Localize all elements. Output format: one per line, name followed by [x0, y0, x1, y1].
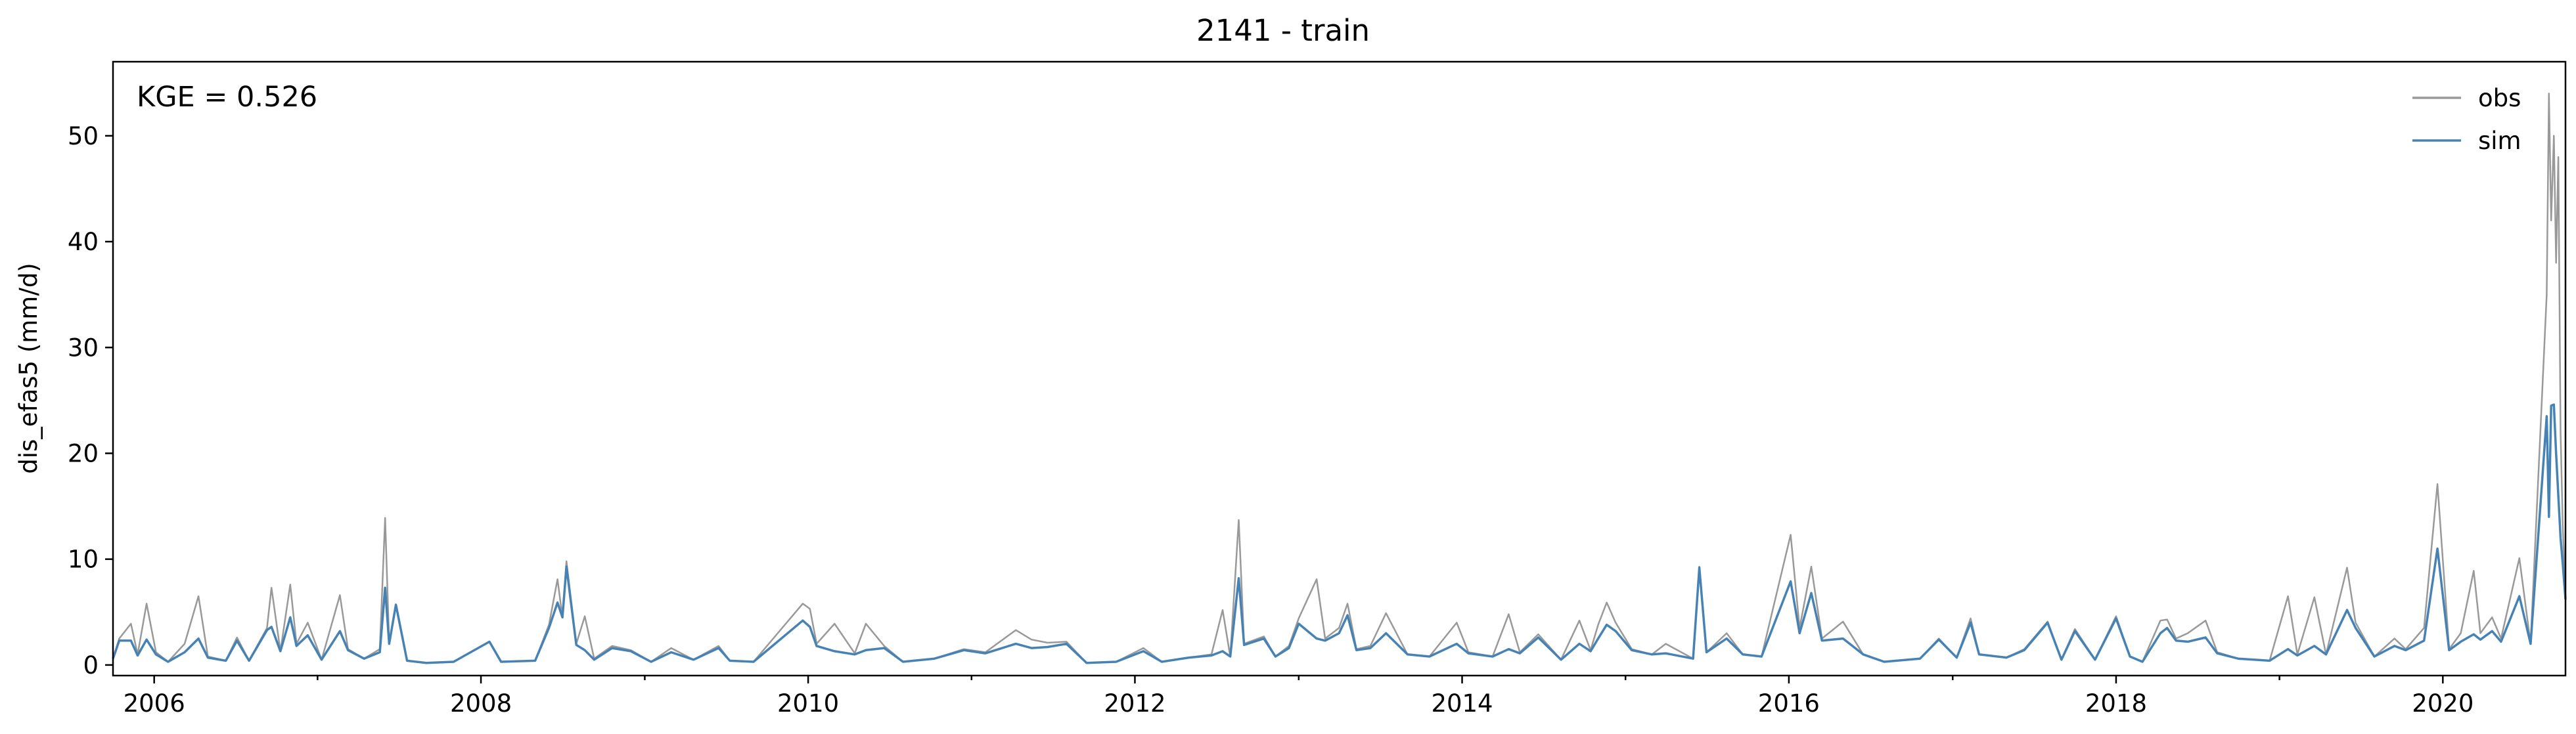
- legend: obs sim: [2412, 84, 2521, 155]
- kge-annotation: KGE = 0.526: [137, 81, 317, 114]
- plot-frame: [112, 60, 2567, 677]
- plot-background: [113, 62, 2565, 676]
- y-tick-label-50: 50: [68, 122, 99, 150]
- y-tick-label-20: 20: [68, 439, 99, 467]
- x-tick-label-2020: 2020: [2412, 689, 2474, 718]
- series-layer: [112, 93, 2567, 664]
- series-line-sim: [112, 403, 2567, 664]
- y-tick-label-40: 40: [68, 228, 99, 256]
- y-tick-label-0: 0: [83, 651, 99, 680]
- x-tick-label-2010: 2010: [777, 689, 839, 718]
- x-tick-label-2012: 2012: [1104, 689, 1165, 718]
- legend-obs-label: obs: [2478, 84, 2521, 112]
- x-tick-label-2008: 2008: [450, 689, 512, 718]
- chart-title: 2141 - train: [1196, 13, 1370, 48]
- x-tick-label-2018: 2018: [2085, 689, 2147, 718]
- y-axis: 0 10 20 30 40 50: [68, 122, 113, 680]
- legend-sim-label: sim: [2478, 127, 2521, 155]
- y-axis-label: dis_efas5 (mm/d): [14, 263, 43, 474]
- y-tick-label-10: 10: [68, 546, 99, 574]
- plot-area: [112, 60, 2567, 677]
- x-tick-label-2006: 2006: [124, 689, 185, 718]
- x-tick-label-2016: 2016: [1758, 689, 1820, 718]
- x-tick-label-2014: 2014: [1431, 689, 1493, 718]
- x-axis: 2006 2008 2010 2012 2014 2016 2018 2020: [124, 676, 2474, 718]
- y-tick-label-30: 30: [68, 334, 99, 362]
